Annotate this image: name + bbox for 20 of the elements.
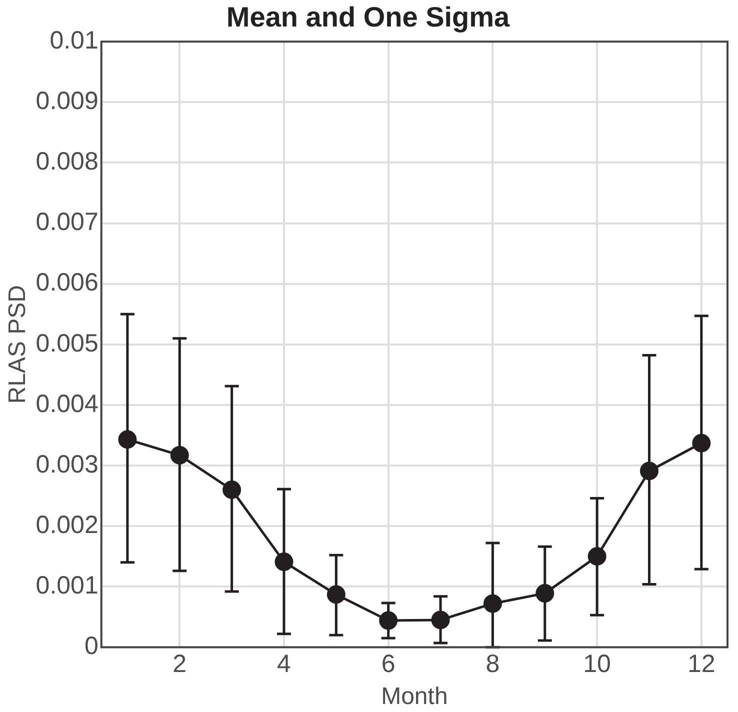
- y-tick-label: 0.009: [36, 87, 98, 116]
- x-tick-label: 2: [172, 650, 187, 678]
- x-tick-label: 6: [381, 650, 396, 678]
- x-tick-label: 8: [486, 650, 500, 678]
- y-tick-label: 0.006: [36, 268, 98, 297]
- y-tick-label: 0.008: [36, 148, 98, 176]
- y-tick-label: 0.007: [36, 208, 98, 236]
- y-tick-label: 0.004: [36, 390, 98, 418]
- y-tick-label: 0.005: [36, 329, 98, 358]
- y-tick-label: 0.003: [36, 450, 98, 478]
- x-tick-label: 4: [277, 650, 292, 678]
- x-axis-title: Month: [381, 683, 448, 710]
- y-tick-label: 0.001: [36, 572, 98, 600]
- y-tick-label: 0: [84, 632, 98, 660]
- y-axis-title: RLAS PSD: [4, 285, 32, 404]
- chart-title: Mean and One Sigma: [226, 2, 510, 33]
- y-tick-label: 0.01: [50, 26, 98, 54]
- y-tick-label: 0.002: [36, 510, 98, 539]
- x-tick-label: 12: [688, 650, 716, 678]
- x-tick-label: 10: [583, 650, 611, 678]
